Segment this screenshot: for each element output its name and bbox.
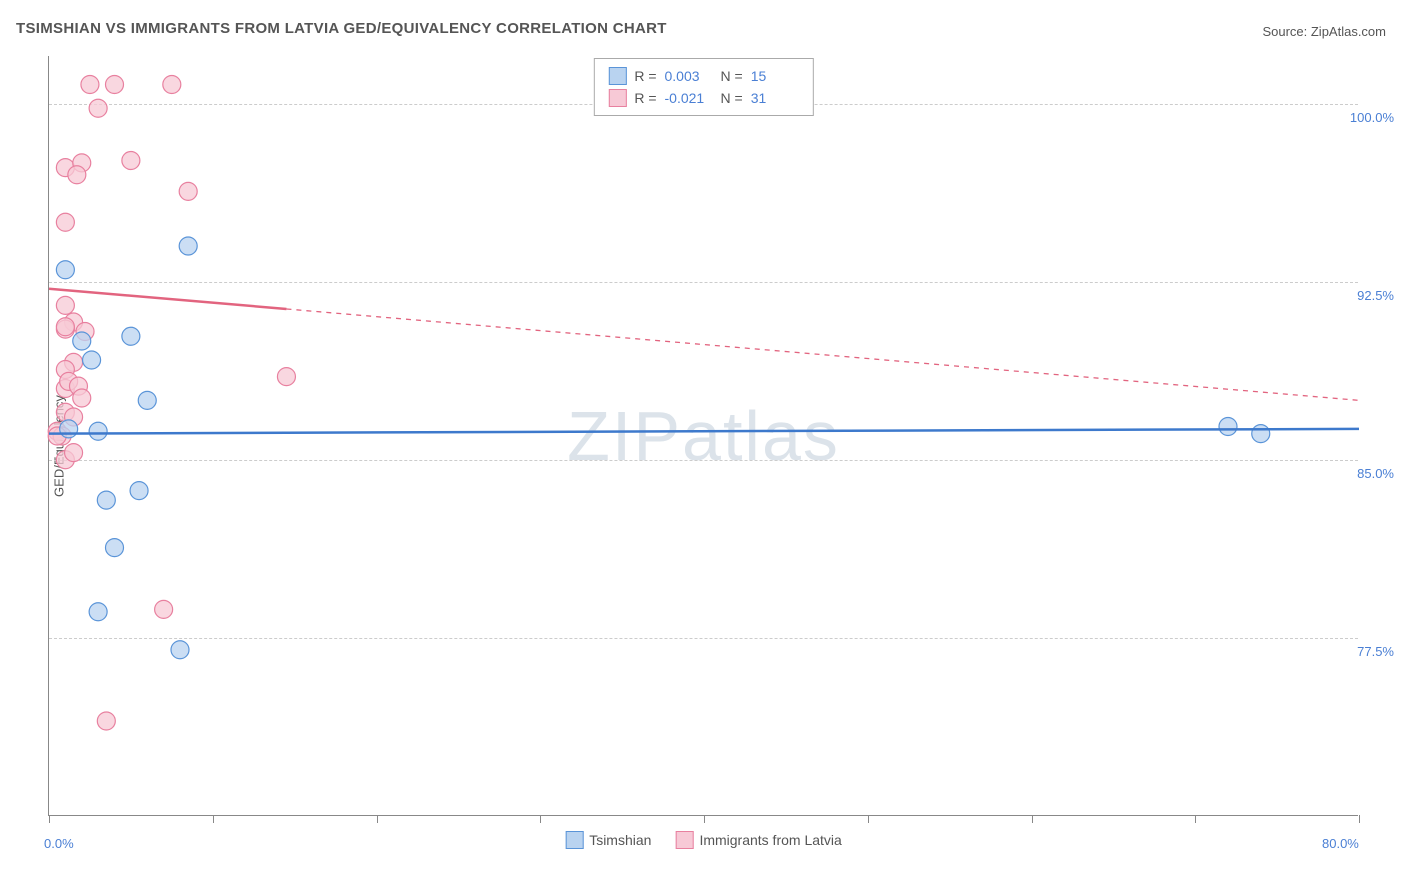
stats-row-series2: R = -0.021 N = 31: [608, 87, 798, 109]
y-tick-label: 77.5%: [1357, 644, 1394, 659]
chart-title: TSIMSHIAN VS IMMIGRANTS FROM LATVIA GED/…: [16, 20, 667, 37]
r-label-2: R =: [634, 90, 656, 106]
stats-box: R = 0.003 N = 15 R = -0.021 N = 31: [593, 58, 813, 116]
source-label: Source:: [1262, 24, 1310, 39]
data-point: [97, 712, 115, 730]
data-point: [138, 391, 156, 409]
plot-area: ZIPatlas R = 0.003 N = 15 R = -0.021 N =…: [48, 56, 1358, 816]
legend-label-series1: Tsimshian: [589, 832, 651, 848]
legend: Tsimshian Immigrants from Latvia: [565, 831, 842, 849]
data-point: [179, 182, 197, 200]
data-point: [56, 318, 74, 336]
x-tick-label: 80.0%: [1322, 836, 1359, 851]
legend-swatch-series2: [675, 831, 693, 849]
trend-line: [286, 309, 1359, 400]
data-point: [60, 420, 78, 438]
y-tick-label: 100.0%: [1350, 110, 1394, 125]
legend-swatch-series1: [565, 831, 583, 849]
x-tick: [540, 815, 541, 823]
x-tick: [868, 815, 869, 823]
data-point: [106, 539, 124, 557]
data-point: [171, 641, 189, 659]
x-tick-label: 0.0%: [44, 836, 74, 851]
data-point: [277, 368, 295, 386]
x-tick: [49, 815, 50, 823]
n-label-1: N =: [721, 68, 743, 84]
data-point: [97, 491, 115, 509]
trend-line: [49, 289, 286, 309]
x-tick: [1195, 815, 1196, 823]
data-point: [1219, 418, 1237, 436]
data-point: [65, 444, 83, 462]
data-point: [56, 213, 74, 231]
data-point: [89, 603, 107, 621]
data-point: [130, 482, 148, 500]
y-tick-label: 85.0%: [1357, 466, 1394, 481]
data-point: [89, 422, 107, 440]
n-value-1: 15: [751, 68, 799, 84]
x-tick: [1032, 815, 1033, 823]
legend-item-series1: Tsimshian: [565, 831, 651, 849]
data-point: [155, 600, 173, 618]
r-value-2: -0.021: [665, 90, 713, 106]
n-label-2: N =: [721, 90, 743, 106]
data-point: [56, 261, 74, 279]
r-label-1: R =: [634, 68, 656, 84]
y-tick-label: 92.5%: [1357, 288, 1394, 303]
n-value-2: 31: [751, 90, 799, 106]
data-point: [73, 332, 91, 350]
data-point: [73, 389, 91, 407]
swatch-series2: [608, 89, 626, 107]
data-point: [56, 296, 74, 314]
data-point: [122, 152, 140, 170]
swatch-series1: [608, 67, 626, 85]
x-tick: [1359, 815, 1360, 823]
x-tick: [704, 815, 705, 823]
source-attribution: Source: ZipAtlas.com: [1262, 24, 1386, 39]
data-point: [179, 237, 197, 255]
data-point: [83, 351, 101, 369]
chart-svg: [49, 56, 1358, 815]
stats-row-series1: R = 0.003 N = 15: [608, 65, 798, 87]
x-tick: [213, 815, 214, 823]
data-point: [122, 327, 140, 345]
x-tick: [377, 815, 378, 823]
trend-line: [49, 429, 1359, 434]
legend-item-series2: Immigrants from Latvia: [675, 831, 841, 849]
data-point: [89, 99, 107, 117]
legend-label-series2: Immigrants from Latvia: [699, 832, 841, 848]
data-point: [68, 166, 86, 184]
data-point: [1252, 425, 1270, 443]
r-value-1: 0.003: [665, 68, 713, 84]
data-point: [81, 76, 99, 94]
data-point: [163, 76, 181, 94]
data-point: [106, 76, 124, 94]
source-name: ZipAtlas.com: [1311, 24, 1386, 39]
chart-container: TSIMSHIAN VS IMMIGRANTS FROM LATVIA GED/…: [0, 0, 1406, 892]
